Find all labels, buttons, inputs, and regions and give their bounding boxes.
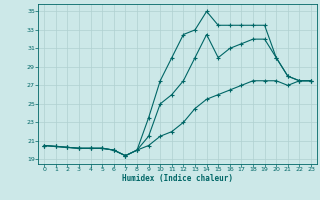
X-axis label: Humidex (Indice chaleur): Humidex (Indice chaleur) bbox=[122, 174, 233, 183]
